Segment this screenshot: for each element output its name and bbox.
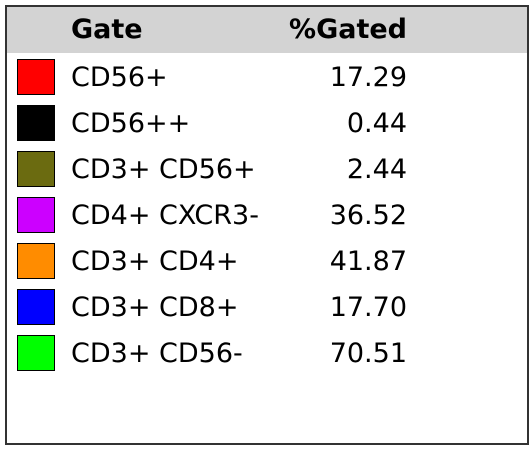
gate-name: CD4+ CXCR3- xyxy=(71,200,259,231)
gate-name: CD3+ CD4+ xyxy=(71,246,239,277)
gate-table: Gate %Gated CD56+ 17.29 CD56++ 0.44 CD3+ CD5… xyxy=(5,5,529,445)
gated-value: 2.44 xyxy=(346,154,407,185)
gated-value: 0.44 xyxy=(346,108,407,139)
color-swatch xyxy=(17,243,55,279)
gated-value: 70.51 xyxy=(329,338,407,369)
gate-name: CD3+ CD56- xyxy=(71,338,243,369)
header-gate: Gate xyxy=(71,14,143,45)
color-swatch xyxy=(17,197,55,233)
color-swatch xyxy=(17,335,55,371)
color-swatch xyxy=(17,105,55,141)
gated-value: 17.70 xyxy=(329,292,407,323)
gate-name: CD3+ CD56+ xyxy=(71,154,256,185)
gate-name: CD3+ CD8+ xyxy=(71,292,239,323)
color-swatch xyxy=(17,59,55,95)
header-gated: %Gated xyxy=(289,14,407,45)
gate-name: CD56+ xyxy=(71,62,168,93)
gated-value: 41.87 xyxy=(329,246,407,277)
gated-value: 36.52 xyxy=(329,200,407,231)
color-swatch xyxy=(17,151,55,187)
gate-name: CD56++ xyxy=(71,108,191,139)
gated-value: 17.29 xyxy=(329,62,407,93)
color-swatch xyxy=(17,289,55,325)
header-row: Gate %Gated xyxy=(7,7,527,53)
